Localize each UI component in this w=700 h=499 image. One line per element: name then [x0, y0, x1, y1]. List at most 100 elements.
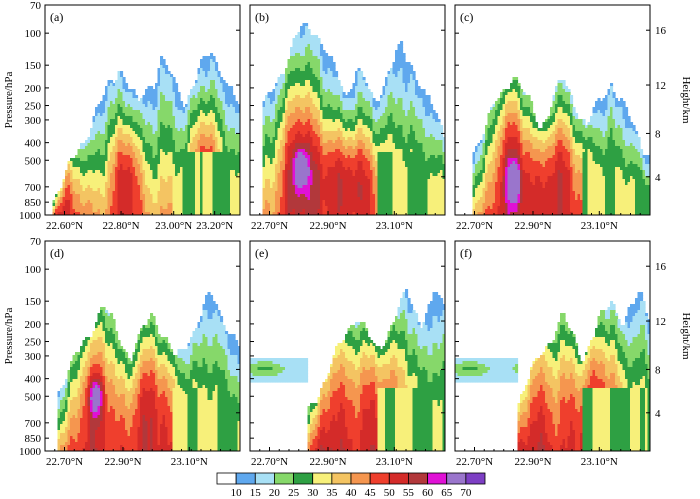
reflectivity-field-a — [52, 53, 240, 215]
pressure-tick-label: 700 — [25, 182, 42, 194]
colorbar-level-label: 60 — [422, 487, 434, 499]
pressure-tick-label: 300 — [25, 115, 42, 127]
panel-e: (e) 22.70°N 22.90°N 23.10°N — [249, 240, 446, 468]
colorbar-level-label: 70 — [460, 487, 472, 499]
pressure-tick-label: 70 — [30, 0, 42, 12]
colorbar-swatch — [235, 472, 256, 485]
x-tick-label: 22.90°N — [309, 220, 346, 232]
pressure-tick-label: 150 — [25, 296, 42, 308]
height-axis-label: Height/km — [680, 312, 692, 359]
height-tick-label: 16 — [655, 25, 667, 37]
reflectivity-field-b — [262, 23, 445, 215]
colorbar-level-label: 25 — [288, 487, 300, 499]
pressure-tick-label: 500 — [25, 391, 42, 403]
panel-f: (f) 22.70°N 22.90°N 23.10°N 4 8 12 16 Height/km — [454, 240, 692, 468]
colorbar-level-label: 50 — [384, 487, 396, 499]
pressure-tick-label: 70 — [30, 236, 42, 248]
pressure-tick-label: 700 — [25, 418, 42, 430]
x-tick-label: 22.70°N — [251, 220, 288, 232]
height-tick-label: 4 — [655, 172, 661, 184]
reflectivity-field-e — [250, 289, 445, 451]
pressure-tick-label: 200 — [25, 319, 42, 331]
pressure-tick-label: 400 — [25, 138, 42, 150]
panel-c: (c) 22.70°N 22.90°N 23.10°N 4 8 12 16 Height/km — [454, 4, 692, 232]
pressure-tick-label: 850 — [25, 197, 42, 209]
panel-label-c: (c) — [460, 10, 473, 24]
panel-label-f: (f) — [460, 246, 472, 260]
colorbar-swatch — [331, 472, 352, 485]
colorbar-swatch — [254, 472, 275, 485]
x-tick-label: 22.90°N — [309, 456, 346, 468]
panel-label-e: (e) — [255, 246, 268, 260]
pressure-tick-label: 150 — [25, 60, 42, 72]
height-axis-label: Height/km — [680, 76, 692, 123]
reflectivity-field-c — [472, 77, 650, 215]
pressure-tick-label: 400 — [25, 374, 42, 386]
colorbar: 10 15 20 25 30 35 40 45 50 55 60 65 70 — [216, 472, 486, 499]
x-tick-label: 23.20°N — [196, 220, 233, 232]
x-tick-label: 23.10°N — [171, 456, 208, 468]
x-tick-label: 23.10°N — [376, 220, 413, 232]
pressure-tick-label: 300 — [25, 351, 42, 363]
colorbar-level-label: 40 — [346, 487, 358, 499]
colorbar-swatch — [274, 472, 294, 485]
x-tick-label: 22.70°N — [456, 220, 493, 232]
x-tick-label: 22.80°N — [103, 220, 140, 232]
pressure-tick-label: 100 — [25, 28, 42, 40]
panel-label-a: (a) — [50, 10, 63, 24]
x-tick-label: 22.90°N — [514, 220, 551, 232]
pressure-tick-label: 1000 — [19, 210, 42, 222]
colorbar-swatch — [408, 472, 428, 485]
height-tick-label: 4 — [655, 408, 661, 420]
x-tick-label: 22.90°N — [514, 456, 551, 468]
pressure-tick-label: 200 — [25, 83, 42, 95]
colorbar-level-label: 15 — [250, 487, 262, 499]
colorbar-swatch — [350, 472, 371, 485]
reflectivity-field-f — [455, 292, 650, 451]
x-tick-label: 23.10°N — [581, 220, 618, 232]
colorbar-level-label: 10 — [231, 487, 243, 499]
colorbar-swatch — [427, 472, 448, 485]
colorbar-swatch — [293, 472, 314, 485]
colorbar-level-label: 55 — [403, 487, 415, 499]
pressure-axis-label: Pressure/hPa — [3, 307, 15, 364]
height-tick-label: 16 — [655, 261, 667, 273]
pressure-tick-label: 250 — [25, 337, 42, 349]
colorbar-swatch — [312, 472, 333, 485]
colorbar-level-label: 45 — [365, 487, 377, 499]
x-tick-label: 22.60°N — [46, 220, 83, 232]
x-tick-label: 23.10°N — [376, 456, 413, 468]
x-tick-label: 22.90°N — [104, 456, 141, 468]
panel-label-d: (d) — [50, 246, 64, 260]
height-tick-label: 8 — [655, 364, 661, 376]
x-tick-label: 23.10°N — [581, 456, 618, 468]
panel-a: (a) 22.60°N 22.80°N 23.00°N 23.20°N 70 100 150 2… — [3, 0, 241, 232]
panel-b: (b) 22.70°N 22.90°N 23.10°N — [249, 4, 446, 232]
x-tick-label: 22.70°N — [46, 456, 83, 468]
reflectivity-field-d — [57, 292, 240, 451]
colorbar-swatch — [216, 472, 237, 485]
height-tick-label: 12 — [655, 316, 666, 328]
pressure-tick-label: 850 — [25, 433, 42, 445]
colorbar-swatch — [465, 472, 486, 485]
pressure-tick-label: 500 — [25, 155, 42, 167]
pressure-tick-label: 250 — [25, 101, 42, 113]
colorbar-level-label: 20 — [269, 487, 281, 499]
pressure-tick-label: 1000 — [19, 446, 42, 458]
colorbar-level-label: 35 — [326, 487, 338, 499]
x-tick-label: 22.70°N — [251, 456, 288, 468]
colorbar-level-label: 65 — [441, 487, 453, 499]
colorbar-swatch — [388, 472, 409, 485]
colorbar-level-label: 30 — [307, 487, 319, 499]
panel-d: (d) 22.70°N 22.90°N 23.10°N 70 100 150 200 250 30… — [3, 236, 241, 468]
x-tick-label: 22.70°N — [456, 456, 493, 468]
height-tick-label: 8 — [655, 128, 661, 140]
x-tick-label: 23.00°N — [155, 220, 192, 232]
height-tick-label: 12 — [655, 80, 666, 92]
pressure-tick-label: 100 — [25, 264, 42, 276]
colorbar-swatch — [369, 472, 390, 485]
colorbar-swatch — [446, 472, 467, 485]
pressure-axis-label: Pressure/hPa — [3, 71, 15, 128]
panel-label-b: (b) — [255, 10, 269, 24]
